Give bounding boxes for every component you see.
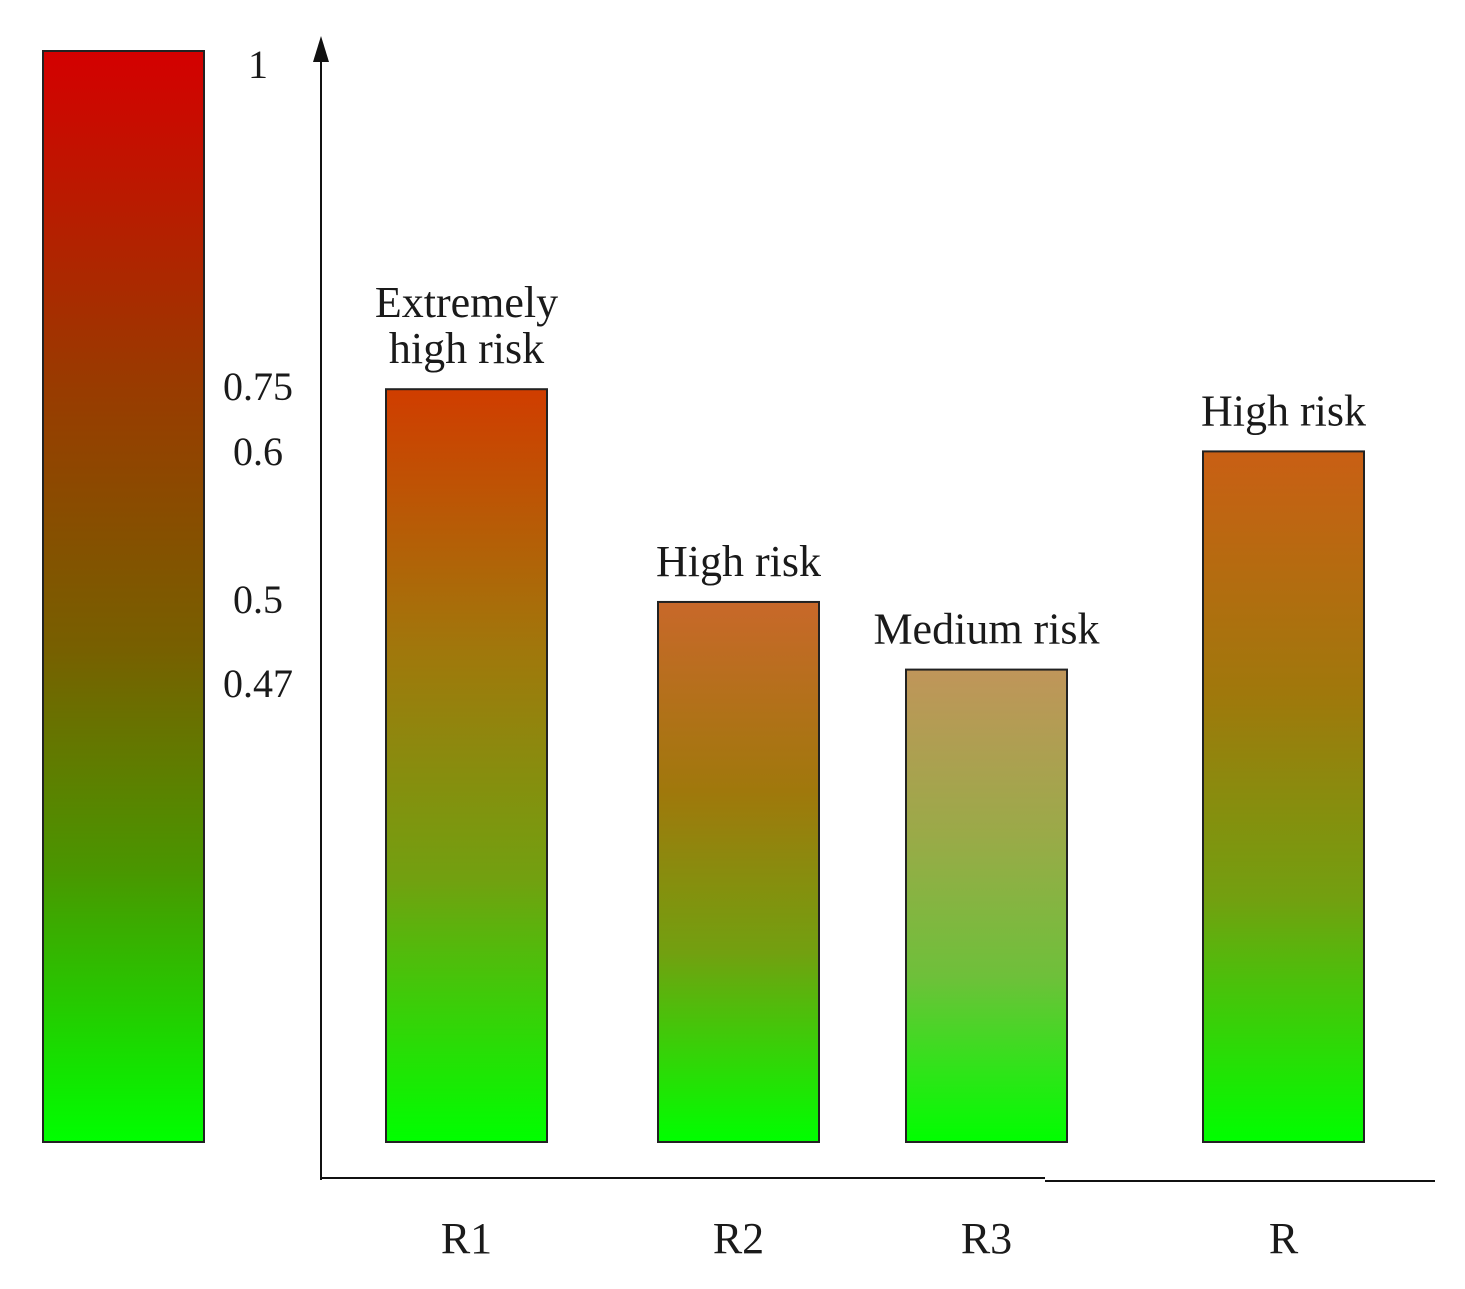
- scale-tick-label: 0.47: [223, 661, 293, 706]
- bar-risk-label: high risk: [389, 324, 544, 373]
- category-label: R: [1269, 1214, 1299, 1263]
- color-scale-bar: [42, 50, 205, 1143]
- bar-r3: [905, 668, 1068, 1143]
- color-scale-legend: 1 0.75 0.6 0.5 0.47: [42, 42, 293, 1143]
- category-label: R3: [961, 1214, 1012, 1263]
- scale-tick-label: 1: [248, 42, 268, 87]
- bar-risk-label: High risk: [1201, 386, 1366, 435]
- y-axis-arrow: [313, 36, 329, 62]
- category-label: R2: [713, 1214, 764, 1263]
- bar-r2: [657, 600, 820, 1143]
- bar-r1: [385, 388, 548, 1143]
- category-label: R1: [441, 1214, 492, 1263]
- bar-r: [1202, 450, 1365, 1144]
- scale-tick-label: 0.75: [223, 364, 293, 409]
- axes: [313, 36, 1435, 1182]
- scale-tick-label: 0.6: [233, 429, 283, 474]
- scale-tick-label: 0.5: [233, 577, 283, 622]
- bar-risk-label: Medium risk: [873, 605, 1099, 654]
- bars: [385, 388, 1365, 1144]
- bar-risk-label: High risk: [656, 537, 821, 586]
- bar-risk-label: Extremely: [375, 278, 558, 327]
